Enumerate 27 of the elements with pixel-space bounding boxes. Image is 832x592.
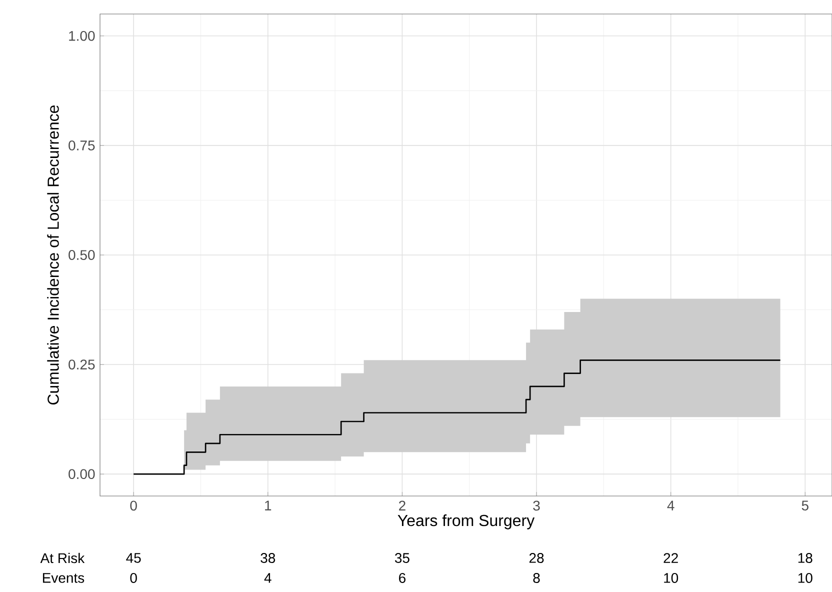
x-axis-title: Years from Surgery — [398, 514, 535, 530]
text: At Risk — [40, 552, 85, 564]
x-tick-label: 1 — [265, 500, 272, 510]
text: 8 — [533, 573, 540, 583]
text: 6 — [399, 573, 406, 583]
y-tick-label: 0.75 — [68, 140, 95, 150]
text: Events — [42, 573, 84, 583]
y-tick-label: 1.00 — [69, 30, 95, 41]
text: 35 — [394, 553, 410, 563]
text: 18 — [798, 553, 812, 563]
text: 4 — [264, 573, 272, 583]
text: 10 — [798, 573, 812, 583]
text: 45 — [126, 553, 141, 563]
text: 10 — [664, 573, 678, 583]
y-tick-label: 0.25 — [68, 360, 95, 370]
y-axis-title: Cumulative Incidence of Local Recurrence — [47, 105, 59, 404]
text: 22 — [664, 553, 678, 563]
text: 38 — [260, 553, 276, 563]
x-tick-label: 4 — [667, 500, 674, 510]
y-tick-label: 0.00 — [68, 469, 95, 480]
x-tick-label: 5 — [802, 500, 808, 510]
text: 0 — [130, 573, 137, 583]
x-tick-label: 3 — [533, 500, 540, 511]
y-tick-label: 0.50 — [68, 250, 95, 260]
x-tick-label: 2 — [399, 500, 406, 510]
x-tick-label: 0 — [130, 500, 137, 511]
text: 28 — [529, 553, 544, 563]
